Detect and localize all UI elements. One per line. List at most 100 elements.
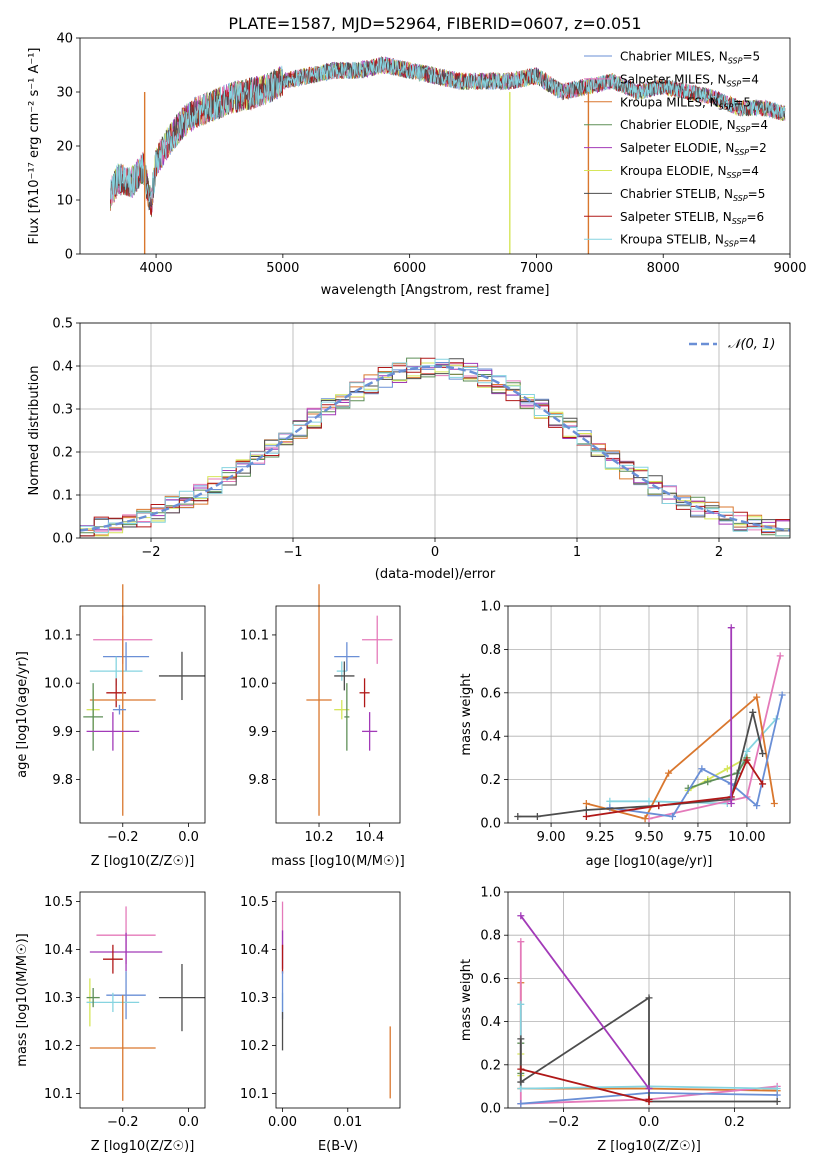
x-tick-label: 1 [573, 545, 581, 560]
x-tick-label: 0.0 [178, 830, 199, 845]
legend-label-tail: =4 [741, 164, 759, 178]
y-tick-label: 10.1 [240, 628, 269, 643]
axes-frame [507, 891, 791, 1109]
legend-label-main: Kroupa ELODIE, N [620, 164, 727, 178]
x-tick-label: 0.01 [333, 1115, 362, 1130]
errorbar-point [89, 584, 156, 816]
legend-label-main: Kroupa MILES, N [620, 95, 719, 109]
spectrum-line [110, 57, 786, 216]
legend-label: Kroupa STELIB, NSSP=4 [620, 233, 756, 249]
errorbar-point [158, 651, 205, 701]
y-tick-label: 1.0 [480, 600, 501, 615]
y-tick-label: 0.0 [480, 1102, 501, 1117]
weight-marker [517, 1085, 525, 1093]
weight-marker [704, 778, 712, 786]
y-tick-label: 10.1 [44, 628, 73, 643]
Z_vs_age-axes: −0.2 0.0 9.8 9.9 10.0 10.1 [44, 584, 205, 845]
weight-marker [749, 708, 757, 716]
x-axis-label: Z [log10(Z/Z☉)] [91, 1139, 195, 1154]
legend-label-tail: =4 [739, 233, 757, 247]
x-tick-label: −0.2 [107, 830, 139, 845]
y-tick-label: 9.9 [52, 725, 73, 740]
weight-marker [517, 1065, 525, 1073]
x-tick-label: −1 [283, 545, 302, 560]
y-tick-label: 40 [56, 32, 73, 47]
errorbar-point [83, 683, 104, 751]
x-tick-label: 9.50 [635, 830, 664, 845]
errorbar-point [334, 661, 355, 691]
histogram-step [80, 358, 790, 537]
errorbar-point [86, 992, 140, 1012]
spectrum-title: PLATE=1587, MJD=52964, FIBERID=0607, z=0… [228, 14, 641, 33]
weight-marker [727, 799, 735, 807]
weight-marker [582, 806, 590, 814]
x-tick-label: 6000 [393, 261, 426, 276]
legend-label: Kroupa MILES, NSSP=5 [620, 95, 751, 111]
x-tick-label: 9000 [773, 261, 806, 276]
y-tick-label: 0.4 [480, 1015, 501, 1030]
legend-label-sub: SSP [727, 79, 742, 88]
weight-marker [669, 812, 676, 820]
x-tick-label: 7000 [520, 261, 553, 276]
legend-label: Chabrier STELIB, NSSP=5 [620, 187, 765, 203]
legend-label-tail: =2 [749, 141, 767, 155]
y-tick-label: 10.2 [44, 1039, 73, 1054]
weight-marker [759, 750, 767, 758]
axes-frame [507, 605, 791, 824]
legend-label-tail: =4 [750, 118, 768, 132]
x-tick-label: −0.2 [548, 1115, 580, 1130]
axes-frame [79, 322, 791, 539]
x-axis-label: mass [log10(M/M☉)] [271, 854, 404, 869]
errorbar-point [334, 642, 360, 672]
weight-marker [641, 815, 649, 823]
errorbar-point [158, 964, 205, 1032]
y-tick-label: 9.9 [248, 725, 269, 740]
weight-marker [759, 780, 767, 788]
errorbar-point [89, 932, 163, 972]
y-axis-label: age [log10(age/yr)] [15, 651, 30, 778]
y-tick-label: 0.8 [480, 643, 501, 658]
weight-marker [773, 1098, 781, 1106]
y-tick-label: 10.5 [240, 895, 269, 910]
legend-label-main: Kroupa STELIB, N [620, 233, 724, 247]
legend-label: Salpeter STELIB, NSSP=6 [620, 210, 764, 226]
y-tick-label: 0.2 [52, 446, 73, 461]
weight-marker [753, 802, 761, 810]
weight-marker [655, 802, 663, 810]
axes-frame [79, 891, 206, 1109]
weight-marker [645, 1085, 653, 1093]
spectrum-axes: 4000 5000 6000 7000 8000 9000 0 10 20 30 40 [56, 32, 806, 277]
weight-marker [645, 797, 653, 805]
legend-label: Chabrier ELODIE, NSSP=4 [620, 118, 768, 134]
mass_vs_age-axes: 10.2 10.4 9.8 9.9 10.0 10.1 [240, 584, 393, 845]
gaussian-reference-curve [79, 365, 791, 532]
weight-marker [773, 1085, 781, 1093]
legend-label-sub: SSP [727, 171, 742, 180]
errorbar-point [89, 995, 156, 1101]
weight-marker [517, 1078, 525, 1086]
y-tick-label: 10.2 [240, 1039, 269, 1054]
y-tick-label: 0.0 [52, 532, 73, 547]
y-tick-label: 10.4 [44, 943, 73, 958]
weight-marker [517, 912, 525, 920]
y-axis-label: Flux [fλ10⁻¹⁷ erg cm⁻² s⁻¹ A⁻¹] [27, 48, 42, 245]
errorbar-point [359, 678, 370, 708]
legend-label-sub: SSP [719, 102, 734, 111]
weight-marker [773, 1091, 781, 1099]
errorbar-point [103, 642, 150, 672]
weight-line [687, 757, 748, 790]
y-tick-label: 10 [56, 194, 73, 209]
y-tick-label: 20 [56, 140, 73, 155]
legend-label: 𝒩(0, 1) [728, 337, 775, 352]
y-axis-label: mass weight [459, 959, 474, 1041]
weight-marker [776, 652, 784, 660]
y-tick-label: 10.3 [44, 991, 73, 1006]
errorbar-point [362, 615, 393, 664]
y-tick-label: 10.4 [240, 943, 269, 958]
Z_vs_mass-axes: −0.2 0.0 10.1 10.2 10.3 10.4 10.5 [44, 895, 205, 1130]
weight-line [609, 718, 777, 805]
y-tick-label: 10.1 [44, 1087, 73, 1102]
legend-label: Chabrier MILES, NSSP=5 [620, 50, 760, 66]
legend-label-main: Salpeter ELODIE, N [620, 141, 734, 155]
